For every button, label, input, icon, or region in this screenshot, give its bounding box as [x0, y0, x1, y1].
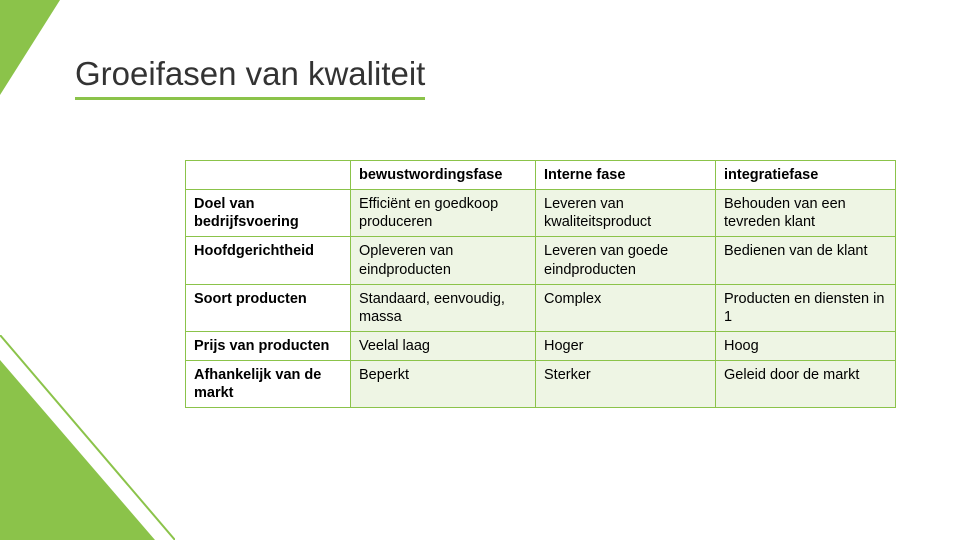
col-header-blank [186, 161, 351, 190]
table-cell: Standaard, eenvoudig, massa [351, 284, 536, 331]
corner-accent-bottom-left [0, 360, 155, 540]
table-cell: Bedienen van de klant [716, 237, 896, 284]
table-cell: Leveren van kwaliteitsproduct [536, 190, 716, 237]
corner-accent-top-left [0, 0, 60, 95]
row-header: Doel van bedrijfsvoering [186, 190, 351, 237]
row-header: Soort producten [186, 284, 351, 331]
table-cell: Beperkt [351, 361, 536, 408]
table-cell: Complex [536, 284, 716, 331]
row-header: Afhankelijk van de markt [186, 361, 351, 408]
table-cell: Behouden van een tevreden klant [716, 190, 896, 237]
table-cell: Producten en diensten in 1 [716, 284, 896, 331]
table-cell: Geleid door de markt [716, 361, 896, 408]
table-cell: Sterker [536, 361, 716, 408]
slide-title: Groeifasen van kwaliteit [75, 55, 425, 100]
row-header: Prijs van producten [186, 331, 351, 360]
table-cell: Opleveren van eindproducten [351, 237, 536, 284]
table-cell: Hoog [716, 331, 896, 360]
col-header-2: Interne fase [536, 161, 716, 190]
row-header: Hoofdgerichtheid [186, 237, 351, 284]
growth-phases-table: bewustwordingsfase Interne fase integrat… [185, 160, 896, 408]
table-cell: Leveren van goede eindproducten [536, 237, 716, 284]
col-header-3: integratiefase [716, 161, 896, 190]
table-cell: Veelal laag [351, 331, 536, 360]
col-header-1: bewustwordingsfase [351, 161, 536, 190]
table-cell: Hoger [536, 331, 716, 360]
table-cell: Efficiënt en goedkoop produceren [351, 190, 536, 237]
